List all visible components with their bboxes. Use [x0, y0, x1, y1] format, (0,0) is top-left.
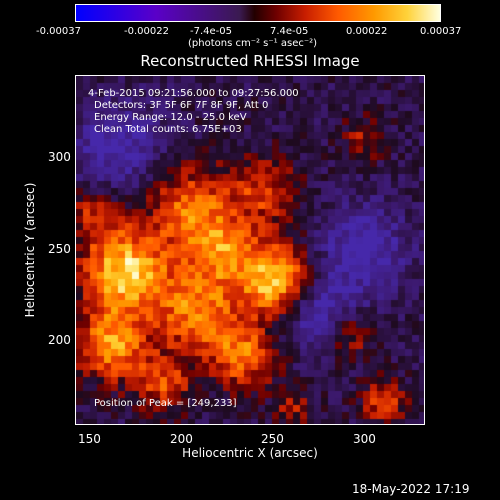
colorbar-tick: 7.4e-05: [270, 26, 309, 37]
image-title: Reconstructed RHESSI Image: [140, 52, 360, 70]
info-clean: Clean Total counts: 6.75E+03: [94, 124, 242, 135]
x-tick: 250: [261, 432, 284, 446]
y-tick: 200: [48, 333, 71, 347]
heatmap-plot: 4-Feb-2015 09:21:56.000 to 09:27:56.000 …: [75, 75, 425, 425]
timestamp: 18-May-2022 17:19: [352, 482, 470, 496]
colorbar-tick: -0.00022: [124, 26, 169, 37]
y-tick: 300: [48, 150, 71, 164]
x-tick: 150: [78, 432, 101, 446]
x-tick: 300: [353, 432, 376, 446]
colorbar-tick: 0.00022: [346, 26, 388, 37]
x-tick: 200: [170, 432, 193, 446]
info-energy: Energy Range: 12.0 - 25.0 keV: [94, 112, 247, 123]
colorbar: [75, 4, 441, 22]
info-time: 4-Feb-2015 09:21:56.000 to 09:27:56.000: [88, 88, 299, 99]
colorbar-tick: -0.00037: [36, 26, 81, 37]
peak-position: Position of Peak = [249,233]: [94, 398, 237, 409]
info-detectors: Detectors: 3F 5F 6F 7F 8F 9F, Att 0: [94, 100, 269, 111]
heatmap-image: [76, 76, 424, 424]
y-tick: 250: [48, 242, 71, 256]
y-axis-label: Heliocentric Y (arcsec): [23, 182, 37, 318]
colorbar-tick: -7.4e-05: [190, 26, 232, 37]
x-axis-label: Heliocentric X (arcsec): [182, 446, 318, 460]
colorbar-unit: (photons cm⁻² s⁻¹ asec⁻²): [188, 38, 318, 49]
colorbar-tick: 0.00037: [420, 26, 462, 37]
